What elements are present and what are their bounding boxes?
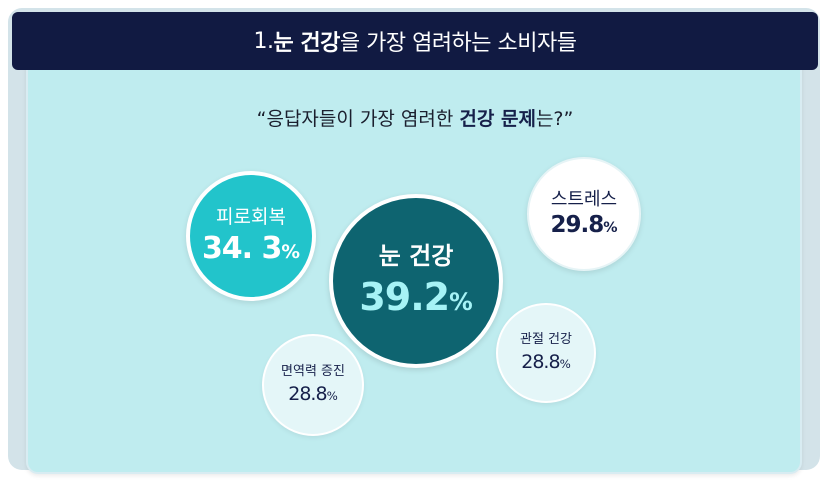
bubble-joint-health: 관절 건강 28.8% [496,303,596,403]
question-open: “응답자들이 가장 염려한 [256,108,460,130]
bubble-fatigue-recovery: 피로회복 34. 3% [186,171,316,301]
bubble-label: 관절 건강 [520,332,572,348]
bubble-value: 28.8% [521,351,571,374]
bubble-label: 피로회복 [216,205,286,228]
bubble-label: 눈 건강 [378,242,454,271]
bubble-stress: 스트레스 29.8% [527,157,641,271]
bubble-immunity-boost: 면역력 증진 28.8% [262,334,364,436]
bubble-value: 29.8% [550,212,618,239]
survey-question: “응답자들이 가장 염려한 건강 문제는?” [0,104,830,131]
title-bold: 눈 건강 [273,31,340,56]
bubble-value: 28.8% [288,383,338,406]
page-title: 1. 눈 건강 을 가장 염려하는 소비자들 [12,12,818,70]
bubble-label: 면역력 증진 [281,364,345,380]
title-suffix: 을 가장 염려하는 소비자들 [339,31,577,56]
question-bold: 건강 문제 [459,108,536,130]
bubble-label: 스트레스 [550,188,618,210]
bubble-eye-health: 눈 건강 39.2% [329,194,503,368]
bubble-value: 34. 3% [201,231,301,267]
title-prefix: 1. [253,28,274,54]
bubble-value: 39.2% [359,274,473,319]
question-close: 는?” [535,108,574,130]
